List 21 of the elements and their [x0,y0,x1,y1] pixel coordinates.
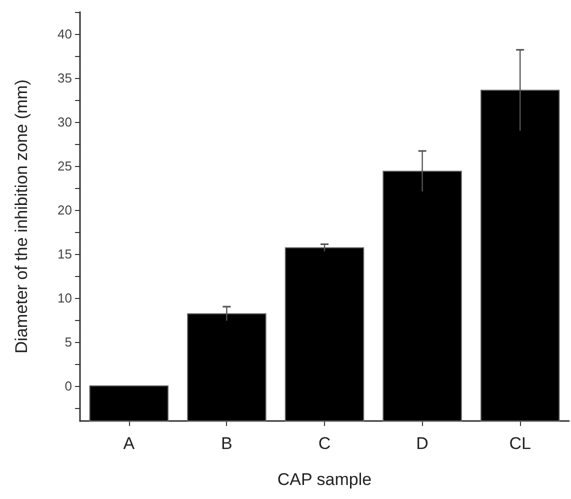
y-axis-title: Diameter of the inhibition zone (mm) [12,79,31,354]
y-tick-label: 40 [58,26,72,42]
x-tick-label: CL [509,434,531,453]
y-tick-label: 5 [64,334,72,350]
y-tick-label: 35 [58,70,72,86]
x-axis-title: CAP sample [277,470,372,489]
x-tick-label: A [123,434,136,453]
x-tick-label: B [221,434,232,453]
bar [284,247,364,422]
x-tick-label: D [416,434,428,453]
bar [187,313,266,422]
y-tick-label: 30 [58,114,72,130]
x-tick-label: C [318,434,331,453]
y-tick-label: 10 [58,290,72,306]
y-tick-label: 20 [58,202,72,218]
y-tick-label: 15 [58,246,72,262]
bar [480,90,560,422]
y-tick-label: 25 [58,158,72,174]
bar [89,385,169,422]
y-tick-label: 0 [64,378,72,394]
bar [382,170,462,422]
